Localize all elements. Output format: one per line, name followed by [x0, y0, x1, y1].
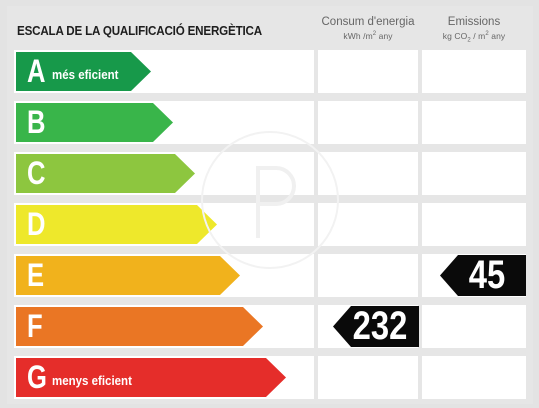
emissions-heading: Emissions [447, 16, 501, 28]
rating-letter: E [27, 257, 45, 293]
rating-letter: A [27, 53, 46, 89]
consum-unit: kWh /m2 any [343, 31, 393, 41]
rating-sublabel: més eficient [52, 68, 119, 82]
emissions-cell [422, 203, 526, 246]
consum-result-badge: 232 [333, 306, 419, 347]
emissions-column-header: Emissions kg CO2 / m2 any [422, 16, 526, 44]
consum-cell [318, 101, 418, 144]
emissions-cell [422, 356, 526, 399]
consum-cell [318, 356, 418, 399]
emissions-result-badge: 45 [440, 255, 526, 296]
consum-cell [318, 254, 418, 297]
consum-column-header: Consum d'energia kWh /m2 any [318, 16, 418, 41]
rating-arrow-g [16, 358, 286, 397]
rating-arrow-b [16, 103, 173, 142]
consum-cell [318, 203, 418, 246]
emissions-cell [422, 305, 526, 348]
rating-row-d: D [0, 203, 539, 246]
consum-result-value: 232 [352, 304, 408, 348]
rating-arrow-f [16, 307, 263, 346]
rating-arrow-d [16, 205, 217, 244]
rating-row-c: C [0, 152, 539, 195]
rating-row-f: F 232 [0, 305, 539, 348]
rating-sublabel: menys eficient [52, 374, 132, 388]
consum-cell [318, 152, 418, 195]
rating-letter: F [27, 308, 43, 344]
rating-arrow-a [16, 52, 151, 91]
rating-letter: G [27, 359, 47, 395]
emissions-cell [422, 152, 526, 195]
emissions-cell [422, 50, 526, 93]
rating-row-e: E 45 [0, 254, 539, 297]
rating-arrow-e [16, 256, 240, 295]
rating-letter: B [27, 104, 46, 140]
rating-letter: D [27, 206, 46, 242]
rating-row-b: B [0, 101, 539, 144]
rating-arrow-c [16, 154, 195, 193]
emissions-cell [422, 101, 526, 144]
emissions-unit: kg CO2 / m2 any [442, 31, 506, 44]
consum-cell [318, 50, 418, 93]
emissions-result-value: 45 [468, 253, 506, 297]
scale-title: ESCALA DE LA QUALIFICACIÓ ENERGÈTICA [17, 24, 262, 38]
consum-heading: Consum d'energia [321, 16, 415, 28]
rating-letter: C [27, 155, 46, 191]
